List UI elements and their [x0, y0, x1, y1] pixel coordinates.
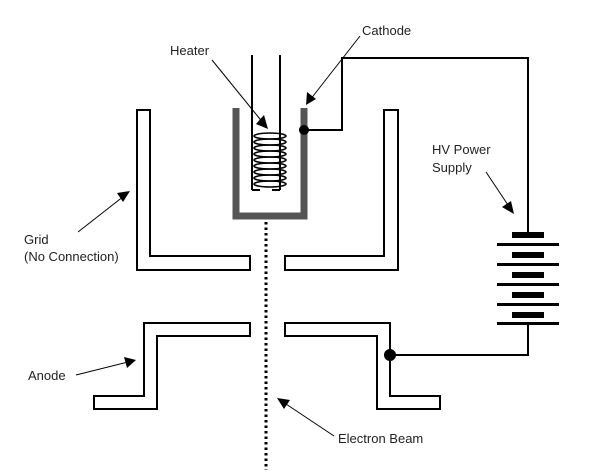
grid-label-line1: Grid	[24, 232, 49, 247]
grid-label-line2: (No Connection)	[24, 249, 119, 264]
hv-power-supply-label-line1: HV Power	[432, 142, 491, 157]
cathode-connection-dot	[299, 125, 309, 135]
cathode-cup	[232, 108, 308, 220]
grid-left	[136, 109, 251, 271]
heater-label: Heater	[170, 43, 210, 58]
hv-power-supply-battery	[497, 232, 559, 325]
anode-wire	[390, 325, 529, 356]
hv-power-supply-label-line2: Supply	[432, 160, 472, 175]
grid-right	[284, 109, 399, 271]
cathode-label: Cathode	[362, 23, 412, 38]
cathode-wire	[304, 57, 529, 238]
electron-beam-label: Electron Beam	[338, 431, 424, 446]
anode-connection-dot	[384, 349, 396, 361]
pointer-lines	[75, 35, 511, 437]
anode-left	[93, 322, 251, 410]
anode-label: Anode	[28, 368, 66, 383]
heater	[251, 55, 287, 191]
heater-coil	[253, 132, 287, 188]
pointer-arrowheads	[117, 92, 514, 409]
anode-right	[284, 322, 441, 410]
